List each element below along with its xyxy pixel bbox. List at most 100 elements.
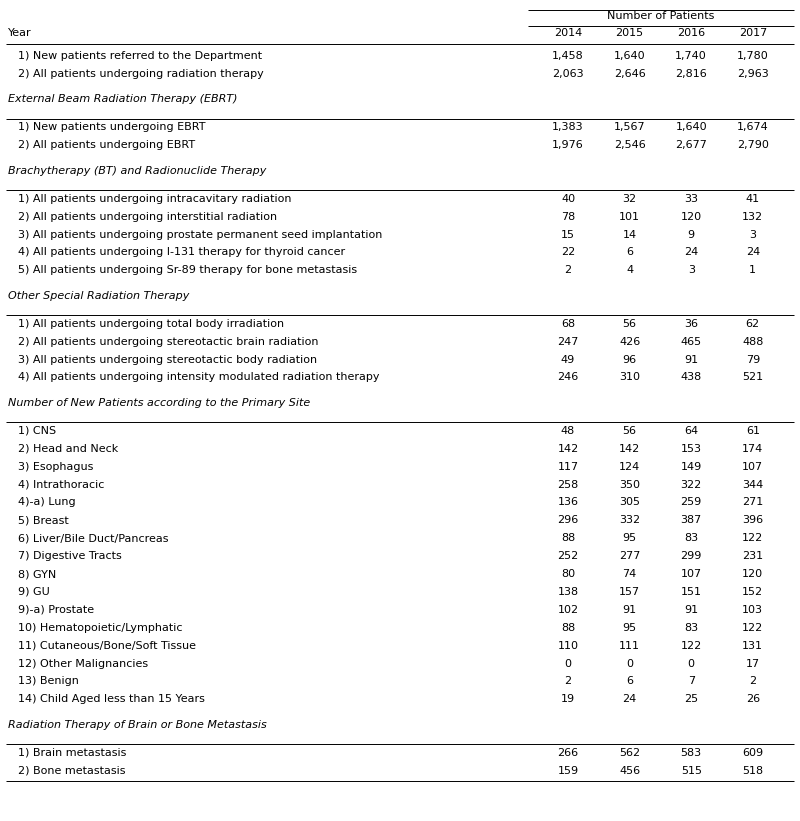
Text: 296: 296 [558, 516, 578, 525]
Text: 4) Intrathoracic: 4) Intrathoracic [18, 479, 104, 489]
Text: 8) GYN: 8) GYN [18, 569, 56, 579]
Text: 0: 0 [688, 658, 694, 668]
Text: 9: 9 [688, 230, 694, 240]
Text: 9) GU: 9) GU [18, 587, 50, 597]
Text: Number of New Patients according to the Primary Site: Number of New Patients according to the … [8, 397, 310, 408]
Text: 159: 159 [558, 766, 578, 776]
Text: 7: 7 [688, 677, 694, 686]
Text: 1) New patients undergoing EBRT: 1) New patients undergoing EBRT [18, 122, 205, 132]
Text: 3: 3 [750, 230, 756, 240]
Text: 2016: 2016 [677, 28, 706, 38]
Text: 95: 95 [622, 623, 637, 633]
Text: 1,640: 1,640 [614, 51, 646, 61]
Text: 3) All patients undergoing prostate permanent seed implantation: 3) All patients undergoing prostate perm… [18, 230, 382, 240]
Text: 120: 120 [681, 212, 702, 222]
Text: 79: 79 [746, 355, 760, 365]
Text: 12) Other Malignancies: 12) Other Malignancies [18, 658, 148, 668]
Text: 10) Hematopoietic/Lymphatic: 10) Hematopoietic/Lymphatic [18, 623, 182, 633]
Text: 157: 157 [619, 587, 640, 597]
Text: Year: Year [8, 28, 32, 38]
Text: 2,816: 2,816 [675, 69, 707, 79]
Text: 153: 153 [681, 444, 702, 454]
Text: 24: 24 [622, 695, 637, 704]
Text: 332: 332 [619, 516, 640, 525]
Text: 56: 56 [622, 426, 637, 436]
Text: 142: 142 [558, 444, 578, 454]
Text: Number of Patients: Number of Patients [607, 11, 714, 21]
Text: 122: 122 [742, 534, 763, 544]
Text: 2017: 2017 [738, 28, 767, 38]
Text: 22: 22 [561, 247, 575, 258]
Text: 49: 49 [561, 355, 575, 365]
Text: 562: 562 [619, 748, 640, 758]
Text: 277: 277 [619, 551, 640, 562]
Text: 41: 41 [746, 194, 760, 204]
Text: 17: 17 [746, 658, 760, 668]
Text: 396: 396 [742, 516, 763, 525]
Text: 518: 518 [742, 766, 763, 776]
Text: 14: 14 [622, 230, 637, 240]
Text: 9)-a) Prostate: 9)-a) Prostate [18, 605, 94, 615]
Text: 107: 107 [681, 569, 702, 579]
Text: 515: 515 [681, 766, 702, 776]
Text: 2: 2 [750, 677, 756, 686]
Text: 32: 32 [622, 194, 637, 204]
Text: 24: 24 [684, 247, 698, 258]
Text: 61: 61 [746, 426, 760, 436]
Text: 124: 124 [619, 461, 640, 472]
Text: 3) Esophagus: 3) Esophagus [18, 461, 93, 472]
Text: 91: 91 [684, 605, 698, 615]
Text: 0: 0 [565, 658, 571, 668]
Text: 1) All patients undergoing intracavitary radiation: 1) All patients undergoing intracavitary… [18, 194, 291, 204]
Text: 142: 142 [619, 444, 640, 454]
Text: 2,546: 2,546 [614, 140, 646, 150]
Text: 56: 56 [622, 319, 637, 328]
Text: 96: 96 [622, 355, 637, 365]
Text: 488: 488 [742, 337, 763, 346]
Text: 91: 91 [684, 355, 698, 365]
Text: 120: 120 [742, 569, 763, 579]
Text: 107: 107 [742, 461, 763, 472]
Text: 151: 151 [681, 587, 702, 597]
Text: 5) All patients undergoing Sr-89 therapy for bone metastasis: 5) All patients undergoing Sr-89 therapy… [18, 265, 357, 275]
Text: 2: 2 [565, 677, 571, 686]
Text: 387: 387 [681, 516, 702, 525]
Text: 305: 305 [619, 498, 640, 507]
Text: 88: 88 [561, 534, 575, 544]
Text: 252: 252 [558, 551, 578, 562]
Text: 83: 83 [684, 623, 698, 633]
Text: 259: 259 [681, 498, 702, 507]
Text: 1) Brain metastasis: 1) Brain metastasis [18, 748, 126, 758]
Text: 2: 2 [565, 265, 571, 275]
Text: 1,740: 1,740 [675, 51, 707, 61]
Text: 3) All patients undergoing stereotactic body radiation: 3) All patients undergoing stereotactic … [18, 355, 317, 365]
Text: 2) All patients undergoing radiation therapy: 2) All patients undergoing radiation the… [18, 69, 263, 79]
Text: 1) All patients undergoing total body irradiation: 1) All patients undergoing total body ir… [18, 319, 284, 328]
Text: 83: 83 [684, 534, 698, 544]
Text: 1,383: 1,383 [552, 122, 584, 132]
Text: 132: 132 [742, 212, 763, 222]
Text: 11) Cutaneous/Bone/Soft Tissue: 11) Cutaneous/Bone/Soft Tissue [18, 640, 195, 651]
Text: 138: 138 [558, 587, 578, 597]
Text: 1) CNS: 1) CNS [18, 426, 56, 436]
Text: 122: 122 [681, 640, 702, 651]
Text: 2,963: 2,963 [737, 69, 769, 79]
Text: 1) New patients referred to the Department: 1) New patients referred to the Departme… [18, 51, 262, 61]
Text: 2) All patients undergoing interstitial radiation: 2) All patients undergoing interstitial … [18, 212, 277, 222]
Text: 2) Head and Neck: 2) Head and Neck [18, 444, 118, 454]
Text: 2) Bone metastasis: 2) Bone metastasis [18, 766, 125, 776]
Text: 5) Breast: 5) Breast [18, 516, 68, 525]
Text: 26: 26 [746, 695, 760, 704]
Text: 13) Benign: 13) Benign [18, 677, 78, 686]
Text: 4: 4 [626, 265, 633, 275]
Text: 322: 322 [681, 479, 702, 489]
Text: 102: 102 [558, 605, 578, 615]
Text: 299: 299 [681, 551, 702, 562]
Text: 131: 131 [742, 640, 763, 651]
Text: 350: 350 [619, 479, 640, 489]
Text: 91: 91 [622, 605, 637, 615]
Text: 247: 247 [558, 337, 578, 346]
Text: 438: 438 [681, 373, 702, 383]
Text: 1,780: 1,780 [737, 51, 769, 61]
Text: 521: 521 [742, 373, 763, 383]
